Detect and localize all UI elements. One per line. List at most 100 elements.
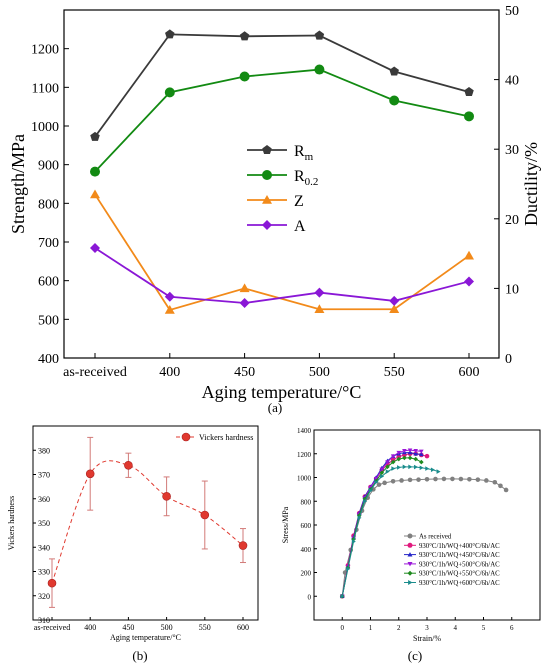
data-point xyxy=(376,482,382,487)
data-point xyxy=(419,459,424,465)
data-point xyxy=(430,467,435,473)
data-point xyxy=(47,578,57,588)
series-line xyxy=(94,247,470,304)
y-tick-label: 1200 xyxy=(297,451,312,459)
y2-tick-label: 40 xyxy=(505,74,519,89)
caption-a: (a) xyxy=(268,400,282,415)
data-point xyxy=(467,476,472,482)
data-point xyxy=(390,459,396,465)
y-tick-label: 500 xyxy=(38,313,59,328)
y-axis-label: Strength/MPa xyxy=(8,134,28,234)
data-point xyxy=(498,483,503,489)
data-point xyxy=(407,477,413,483)
y-axis-label: Vickers hardness xyxy=(7,496,16,550)
data-point xyxy=(90,189,100,199)
x-tick-label: 450 xyxy=(122,623,134,632)
caption-b: (b) xyxy=(132,648,147,663)
y-tick-label: 200 xyxy=(301,570,312,578)
data-point xyxy=(396,454,402,460)
x-tick-label: 1 xyxy=(369,624,373,632)
x-tick-label: 600 xyxy=(237,623,249,632)
x-tick-label: 5 xyxy=(482,624,486,632)
x-tick-label: 600 xyxy=(459,365,480,380)
series-line xyxy=(94,68,470,173)
y-tick-label: 340 xyxy=(38,543,50,552)
y-tick-label: 900 xyxy=(38,159,59,174)
data-point xyxy=(464,86,474,97)
y-tick-label: 1000 xyxy=(31,120,59,135)
data-point xyxy=(314,64,325,75)
data-point xyxy=(492,479,498,485)
data-point xyxy=(382,480,387,486)
data-point xyxy=(397,465,402,470)
data-point xyxy=(390,457,396,462)
data-point xyxy=(396,450,402,455)
data-point xyxy=(425,466,430,471)
x-tick-label: 2 xyxy=(397,624,401,632)
data-point xyxy=(238,541,248,550)
plot-frame xyxy=(32,425,259,621)
data-point xyxy=(441,476,447,482)
data-point xyxy=(90,243,100,254)
panel-a-chart: 400 500 600 700 800 900 1000 1100 1200 0 10 20 30 40 5… xyxy=(8,4,541,402)
data-point xyxy=(314,304,325,314)
data-point xyxy=(390,479,396,484)
legend-label: R0.2 xyxy=(294,168,318,188)
x-tick-label: 0 xyxy=(341,624,345,632)
data-point xyxy=(402,464,407,470)
data-point xyxy=(162,492,171,501)
data-point xyxy=(385,469,390,474)
data-point xyxy=(419,449,424,454)
data-point xyxy=(389,295,400,306)
panel-b-chart: 310 320 330 340 350 360 370 380 as-received 400 45… xyxy=(7,425,259,642)
y-tick-label: 400 xyxy=(301,546,312,554)
legend-marker xyxy=(262,145,272,155)
data-point xyxy=(164,291,175,302)
y-tick-label: 310 xyxy=(38,616,50,625)
data-point xyxy=(374,479,379,485)
data-point xyxy=(351,536,356,542)
y-tick-label: 1000 xyxy=(297,475,312,483)
y2-tick-label: 30 xyxy=(505,143,519,158)
x-tick-label: as-received xyxy=(34,623,70,632)
legend-label: Vickers hardness xyxy=(199,433,253,442)
data-point xyxy=(419,452,424,457)
x-axis-label: Aging temperature/°C xyxy=(110,633,181,642)
data-point xyxy=(419,465,424,471)
data-point xyxy=(389,66,399,76)
data-point xyxy=(458,476,464,482)
plot-frame xyxy=(63,9,500,359)
data-point xyxy=(314,287,325,298)
data-point xyxy=(396,456,402,462)
y-tick-label: 800 xyxy=(301,498,312,506)
legend-subscript: m xyxy=(305,151,314,163)
x-tick-label: 3 xyxy=(425,624,429,632)
y2-tick-label: 20 xyxy=(505,213,519,228)
series-line xyxy=(341,453,428,597)
data-point xyxy=(450,476,455,482)
x-tick-label: 4 xyxy=(454,624,458,632)
legend-label: 930°C/1h/WQ+450°C/6h/AC xyxy=(419,552,500,559)
legend-marker xyxy=(262,220,272,230)
data-point xyxy=(90,166,100,177)
legend-name: A xyxy=(294,218,306,235)
data-point xyxy=(424,476,430,482)
y-tick-label: 360 xyxy=(38,495,50,504)
data-point xyxy=(363,498,368,504)
y2-tick-label: 0 xyxy=(505,352,512,367)
y-tick-label: 600 xyxy=(38,275,59,290)
legend-marker xyxy=(407,542,413,548)
legend-marker xyxy=(262,195,272,204)
data-point xyxy=(408,464,413,470)
y2-tick-label: 50 xyxy=(505,4,519,19)
data-point xyxy=(464,276,474,287)
x-tick-label: 550 xyxy=(199,623,211,632)
data-point xyxy=(165,29,175,39)
data-point xyxy=(389,304,400,314)
y2-axis-label: Ductility/% xyxy=(521,142,541,226)
legend-label: 930°C/1h/WQ+500°C/6h/AC xyxy=(419,561,500,568)
legend-marker xyxy=(262,170,272,180)
data-point xyxy=(390,454,396,459)
y-axis-label: Stress/MPa xyxy=(281,506,290,543)
legend-marker xyxy=(407,533,413,539)
